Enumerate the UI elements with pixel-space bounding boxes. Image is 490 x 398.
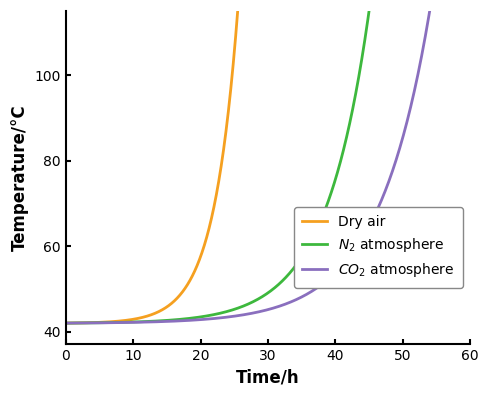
$N_2$ atmosphere [209,313,215,318]
$CO_2$ atmosphere [418,57,424,62]
Line: $N_2$ atmosphere: $N_2$ atmosphere [66,11,369,323]
$N_2$ atmosphere [227,308,233,313]
$CO_2$ atmosphere [427,9,433,14]
$CO_2$ atmosphere [260,308,266,313]
$N_2$ atmosphere [207,313,213,318]
Dry air [146,313,151,318]
$CO_2$ atmosphere [238,313,244,318]
Line: $CO_2$ atmosphere: $CO_2$ atmosphere [66,11,430,323]
$CO_2$ atmosphere [236,313,242,318]
Dry air [231,58,237,63]
Line: Dry air: Dry air [66,11,238,323]
Legend: Dry air, $N_2$ atmosphere, $CO_2$ atmosphere: Dry air, $N_2$ atmosphere, $CO_2$ atmosp… [294,207,463,287]
Dry air [165,304,171,308]
$CO_2$ atmosphere [279,303,285,308]
X-axis label: Time/h: Time/h [236,369,300,387]
Dry air [204,235,210,240]
$N_2$ atmosphere [312,232,318,237]
$N_2$ atmosphere [244,302,249,307]
Dry air [235,9,241,14]
$N_2$ atmosphere [366,9,372,14]
$CO_2$ atmosphere [361,233,367,238]
$N_2$ atmosphere [359,57,365,62]
Dry air [145,314,150,318]
$CO_2$ atmosphere [63,321,69,326]
Y-axis label: Temperature/°C: Temperature/°C [11,105,29,251]
$N_2$ atmosphere [63,321,69,326]
Dry air [156,309,162,314]
Dry air [63,321,69,326]
